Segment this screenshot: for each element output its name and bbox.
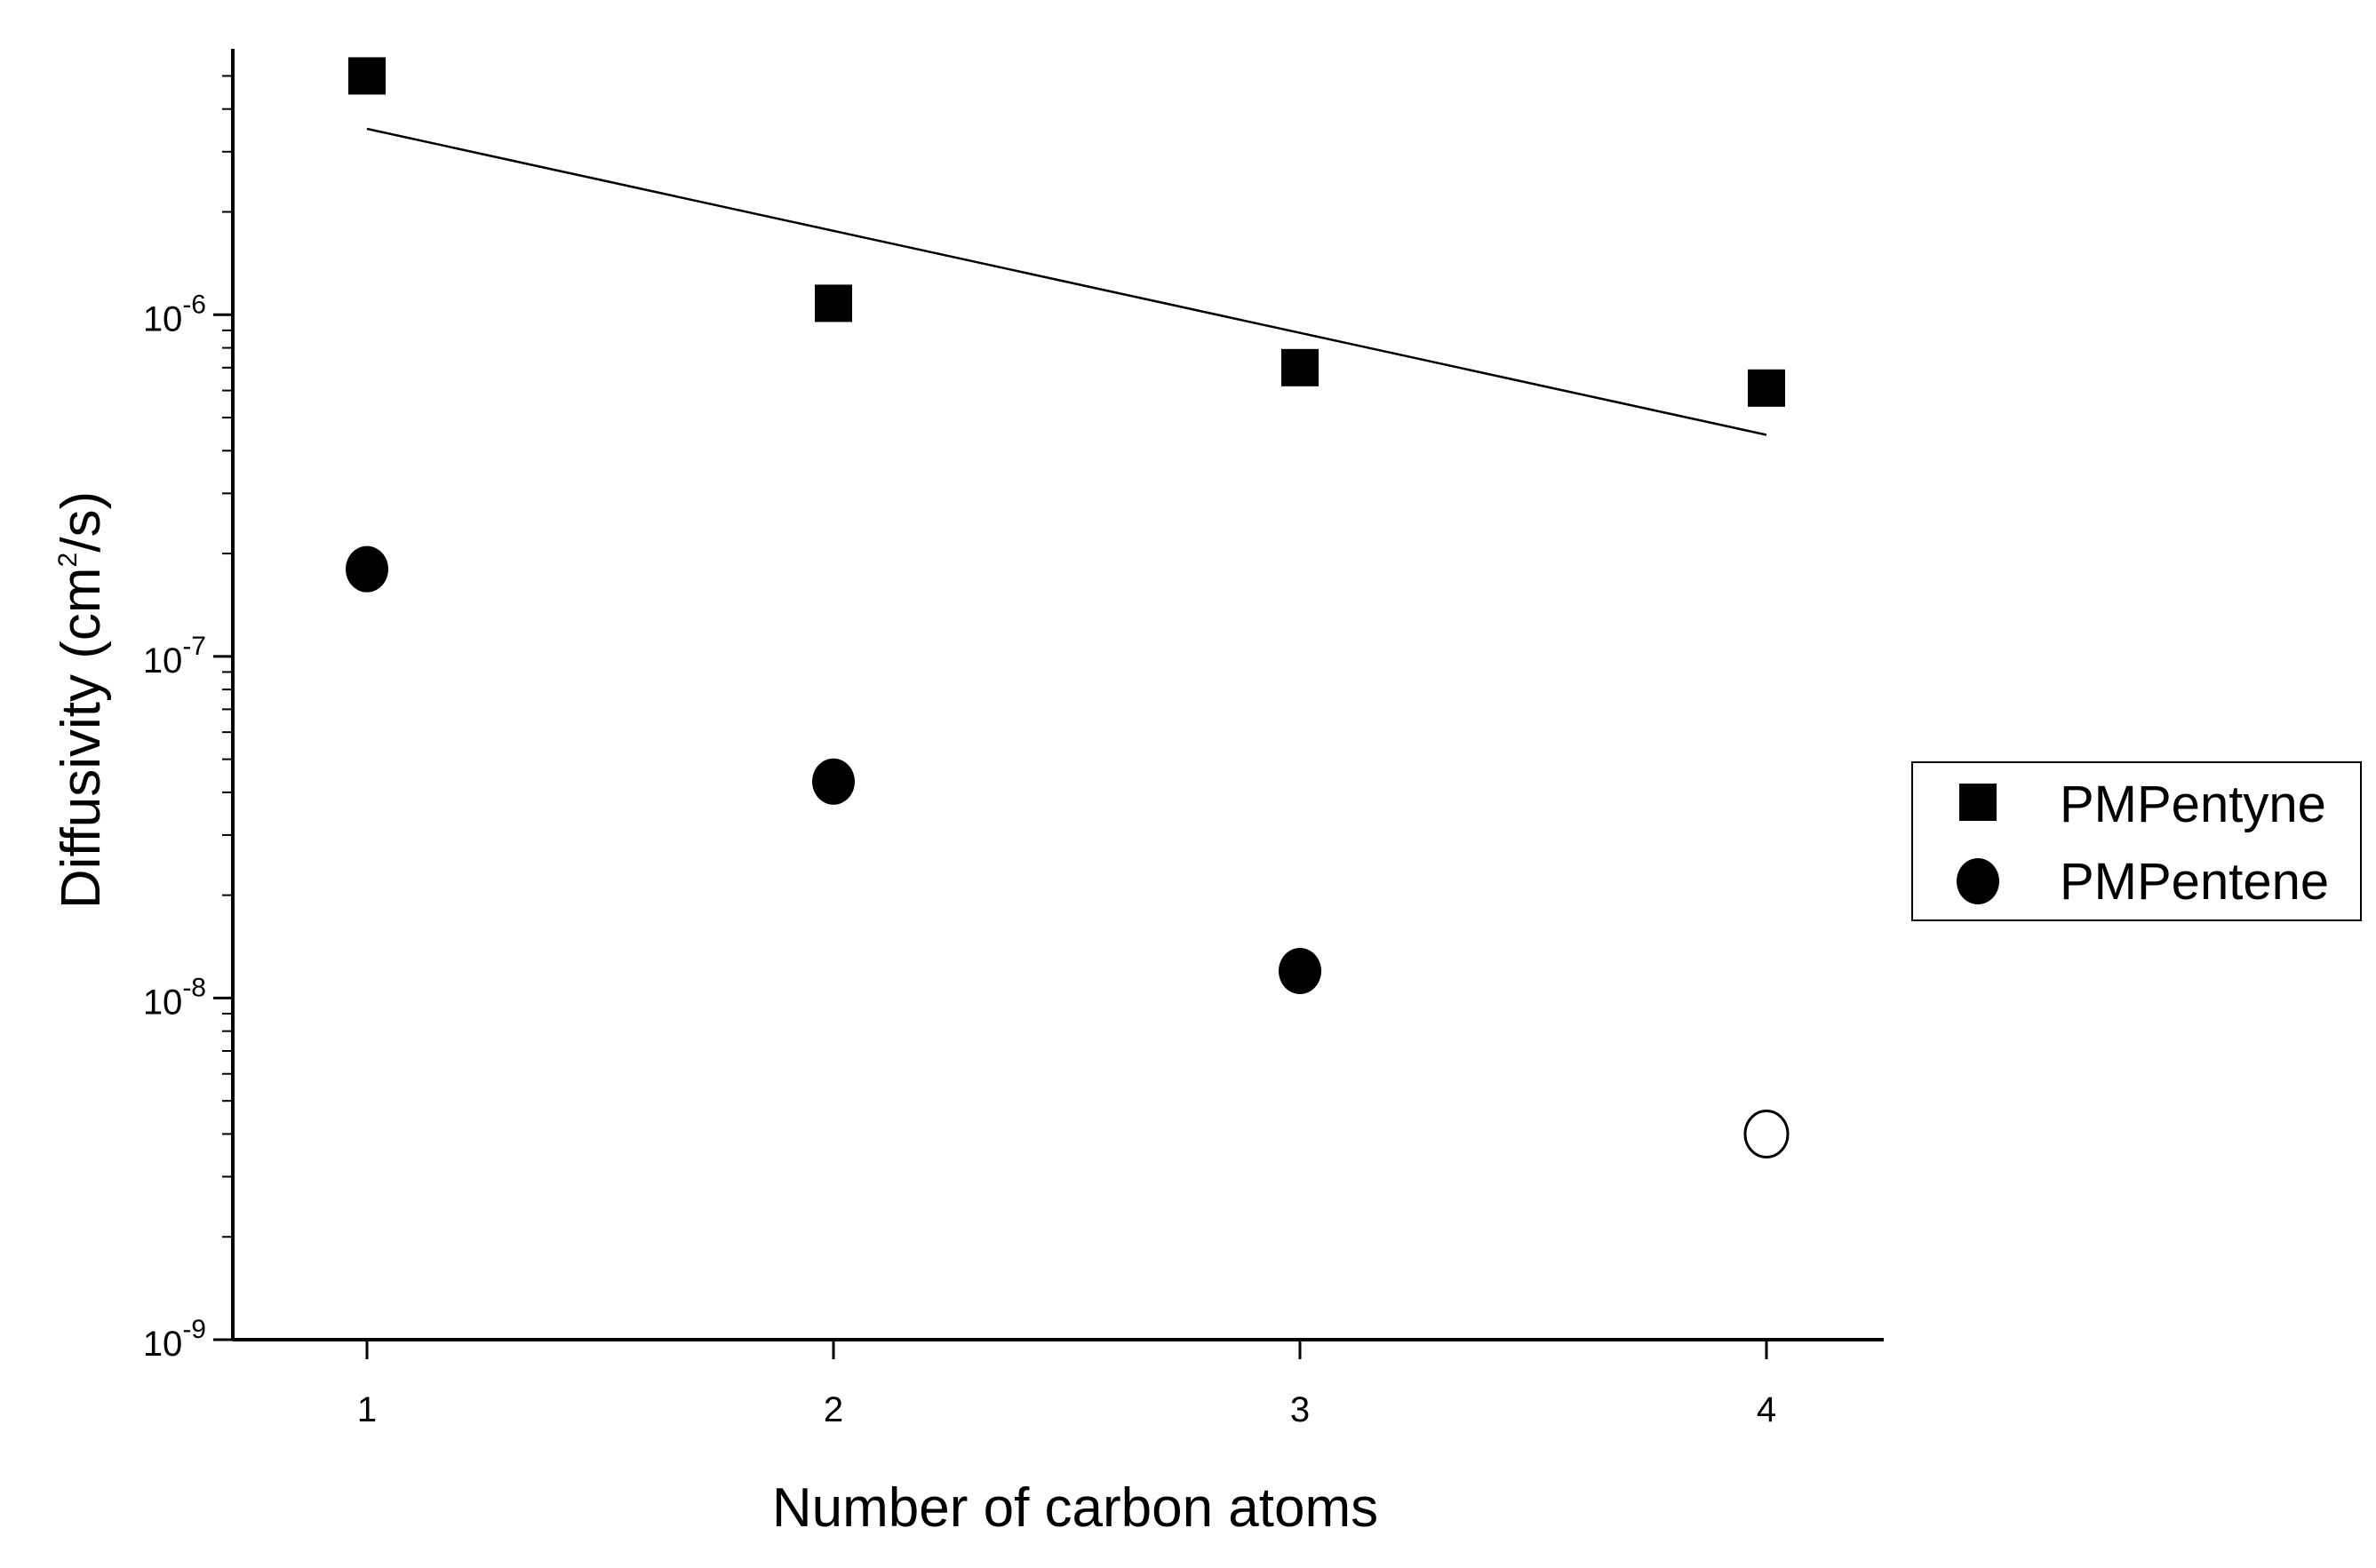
legend: PMPentyne PMPentene	[1911, 761, 2362, 921]
y-tick-label: 10-8	[143, 973, 206, 1022]
axes	[231, 49, 1884, 1341]
x-tick-label: 3	[1290, 1390, 1310, 1429]
y-tick-label: 10-6	[143, 290, 206, 338]
legend-label-pmpentyne: PMPentyne	[2060, 776, 2326, 833]
ticks: 1 2 3 4 10-9 10-8 10-7 10-6	[143, 75, 1776, 1429]
data-point-circle	[346, 545, 388, 593]
x-tick-label: 1	[357, 1390, 377, 1429]
data-point-square	[1748, 369, 1785, 407]
y-axis-title: Diffusivity (cm2/s)	[51, 491, 112, 909]
data-point-circle	[1279, 947, 1321, 994]
y-tick-label: 10-9	[143, 1315, 206, 1364]
x-tick-label: 4	[1757, 1390, 1776, 1429]
data-point-square	[815, 284, 852, 322]
data-point-circle	[812, 758, 855, 805]
x-axis-title: Number of carbon atoms	[772, 1477, 1378, 1539]
legend-label-pmpentene: PMPentene	[2060, 853, 2329, 911]
y-tick-label: 10-7	[143, 632, 206, 681]
data-point-square	[1281, 348, 1319, 386]
data-marks	[346, 57, 1790, 1158]
legend-circle-marker	[1957, 858, 1999, 904]
trendline-group	[366, 127, 1767, 436]
data-point-open-circle	[1743, 1109, 1790, 1158]
legend-square-marker	[1959, 784, 1997, 821]
data-point-square	[348, 57, 386, 95]
x-tick-label: 2	[824, 1390, 843, 1429]
trendline	[366, 127, 1767, 436]
